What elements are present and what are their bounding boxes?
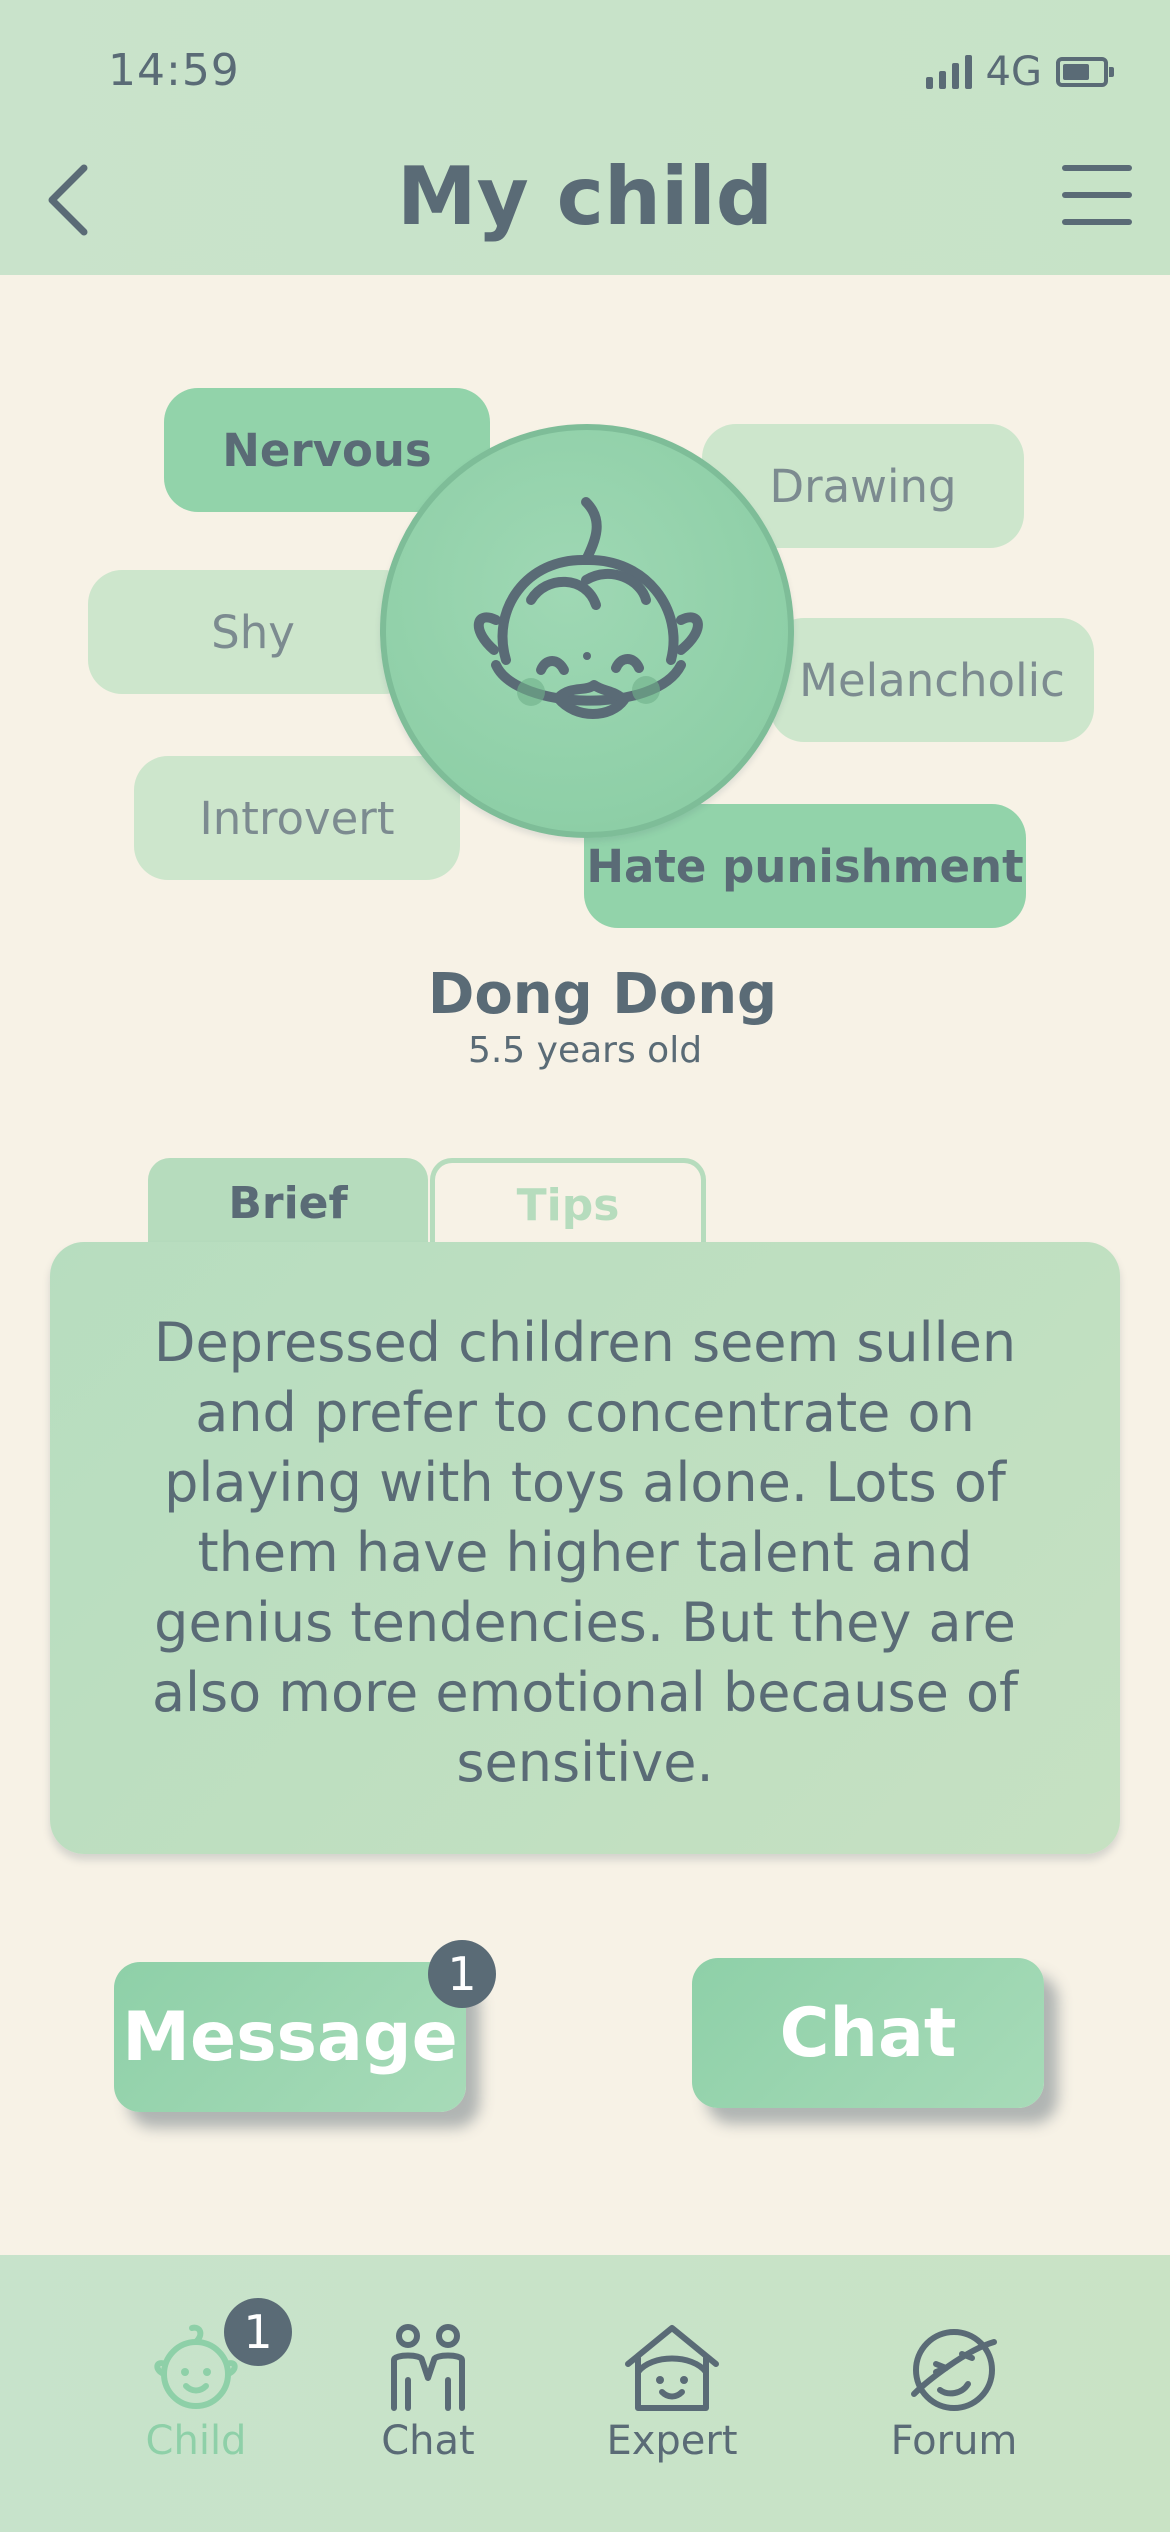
header: 14:59 4G My child (0, 0, 1170, 275)
baby-face-icon (154, 2324, 238, 2409)
signal-icon (925, 55, 972, 89)
back-button[interactable] (40, 160, 100, 240)
nav-label-expert: Expert (606, 2418, 738, 2464)
nav-label-chat: Chat (381, 2418, 475, 2464)
trait-tag-introvert: Introvert (134, 756, 460, 880)
message-button[interactable]: Message (114, 1962, 466, 2112)
tab-brief[interactable]: Brief (148, 1158, 428, 1248)
trait-tag-melancholic: Melancholic (770, 618, 1094, 742)
trait-tag-shy: Shy (88, 570, 418, 694)
child-avatar[interactable] (380, 424, 794, 838)
message-badge: 1 (428, 1940, 496, 2008)
nav-item-forum[interactable]: Forum (854, 2310, 1054, 2500)
menu-button[interactable] (1062, 165, 1132, 227)
chat-button[interactable]: Chat (692, 1958, 1044, 2108)
nav-label-child: Child (145, 2418, 247, 2464)
chevron-left-icon (48, 164, 88, 236)
child-name: Dong Dong (427, 962, 778, 1027)
menu-icon (1062, 165, 1132, 171)
status-time: 14:59 (108, 45, 240, 96)
tab-tips[interactable]: Tips (430, 1158, 706, 1248)
baby-face-icon (473, 497, 703, 719)
people-icon (391, 2324, 465, 2411)
brief-card: Depressed children seem sullen and prefe… (50, 1242, 1120, 1854)
nav-item-expert[interactable]: Expert (572, 2310, 772, 2500)
planet-face-icon (911, 2329, 997, 2411)
house-face-icon (625, 2325, 719, 2411)
page-title: My child (396, 150, 774, 243)
network-type: 4G (985, 49, 1042, 95)
battery-icon (1056, 57, 1114, 87)
child-nav-badge: 1 (224, 2298, 292, 2366)
nav-label-forum: Forum (890, 2418, 1018, 2464)
brief-text: Depressed children seem sullen and prefe… (151, 1311, 1019, 1794)
nav-item-chat[interactable]: Chat (328, 2310, 528, 2500)
child-age: 5.5 years old (467, 1030, 703, 1071)
status-indicators: 4G (925, 49, 1114, 95)
nav-item-child[interactable]: Child (96, 2310, 296, 2500)
bottom-nav (0, 2255, 1170, 2532)
